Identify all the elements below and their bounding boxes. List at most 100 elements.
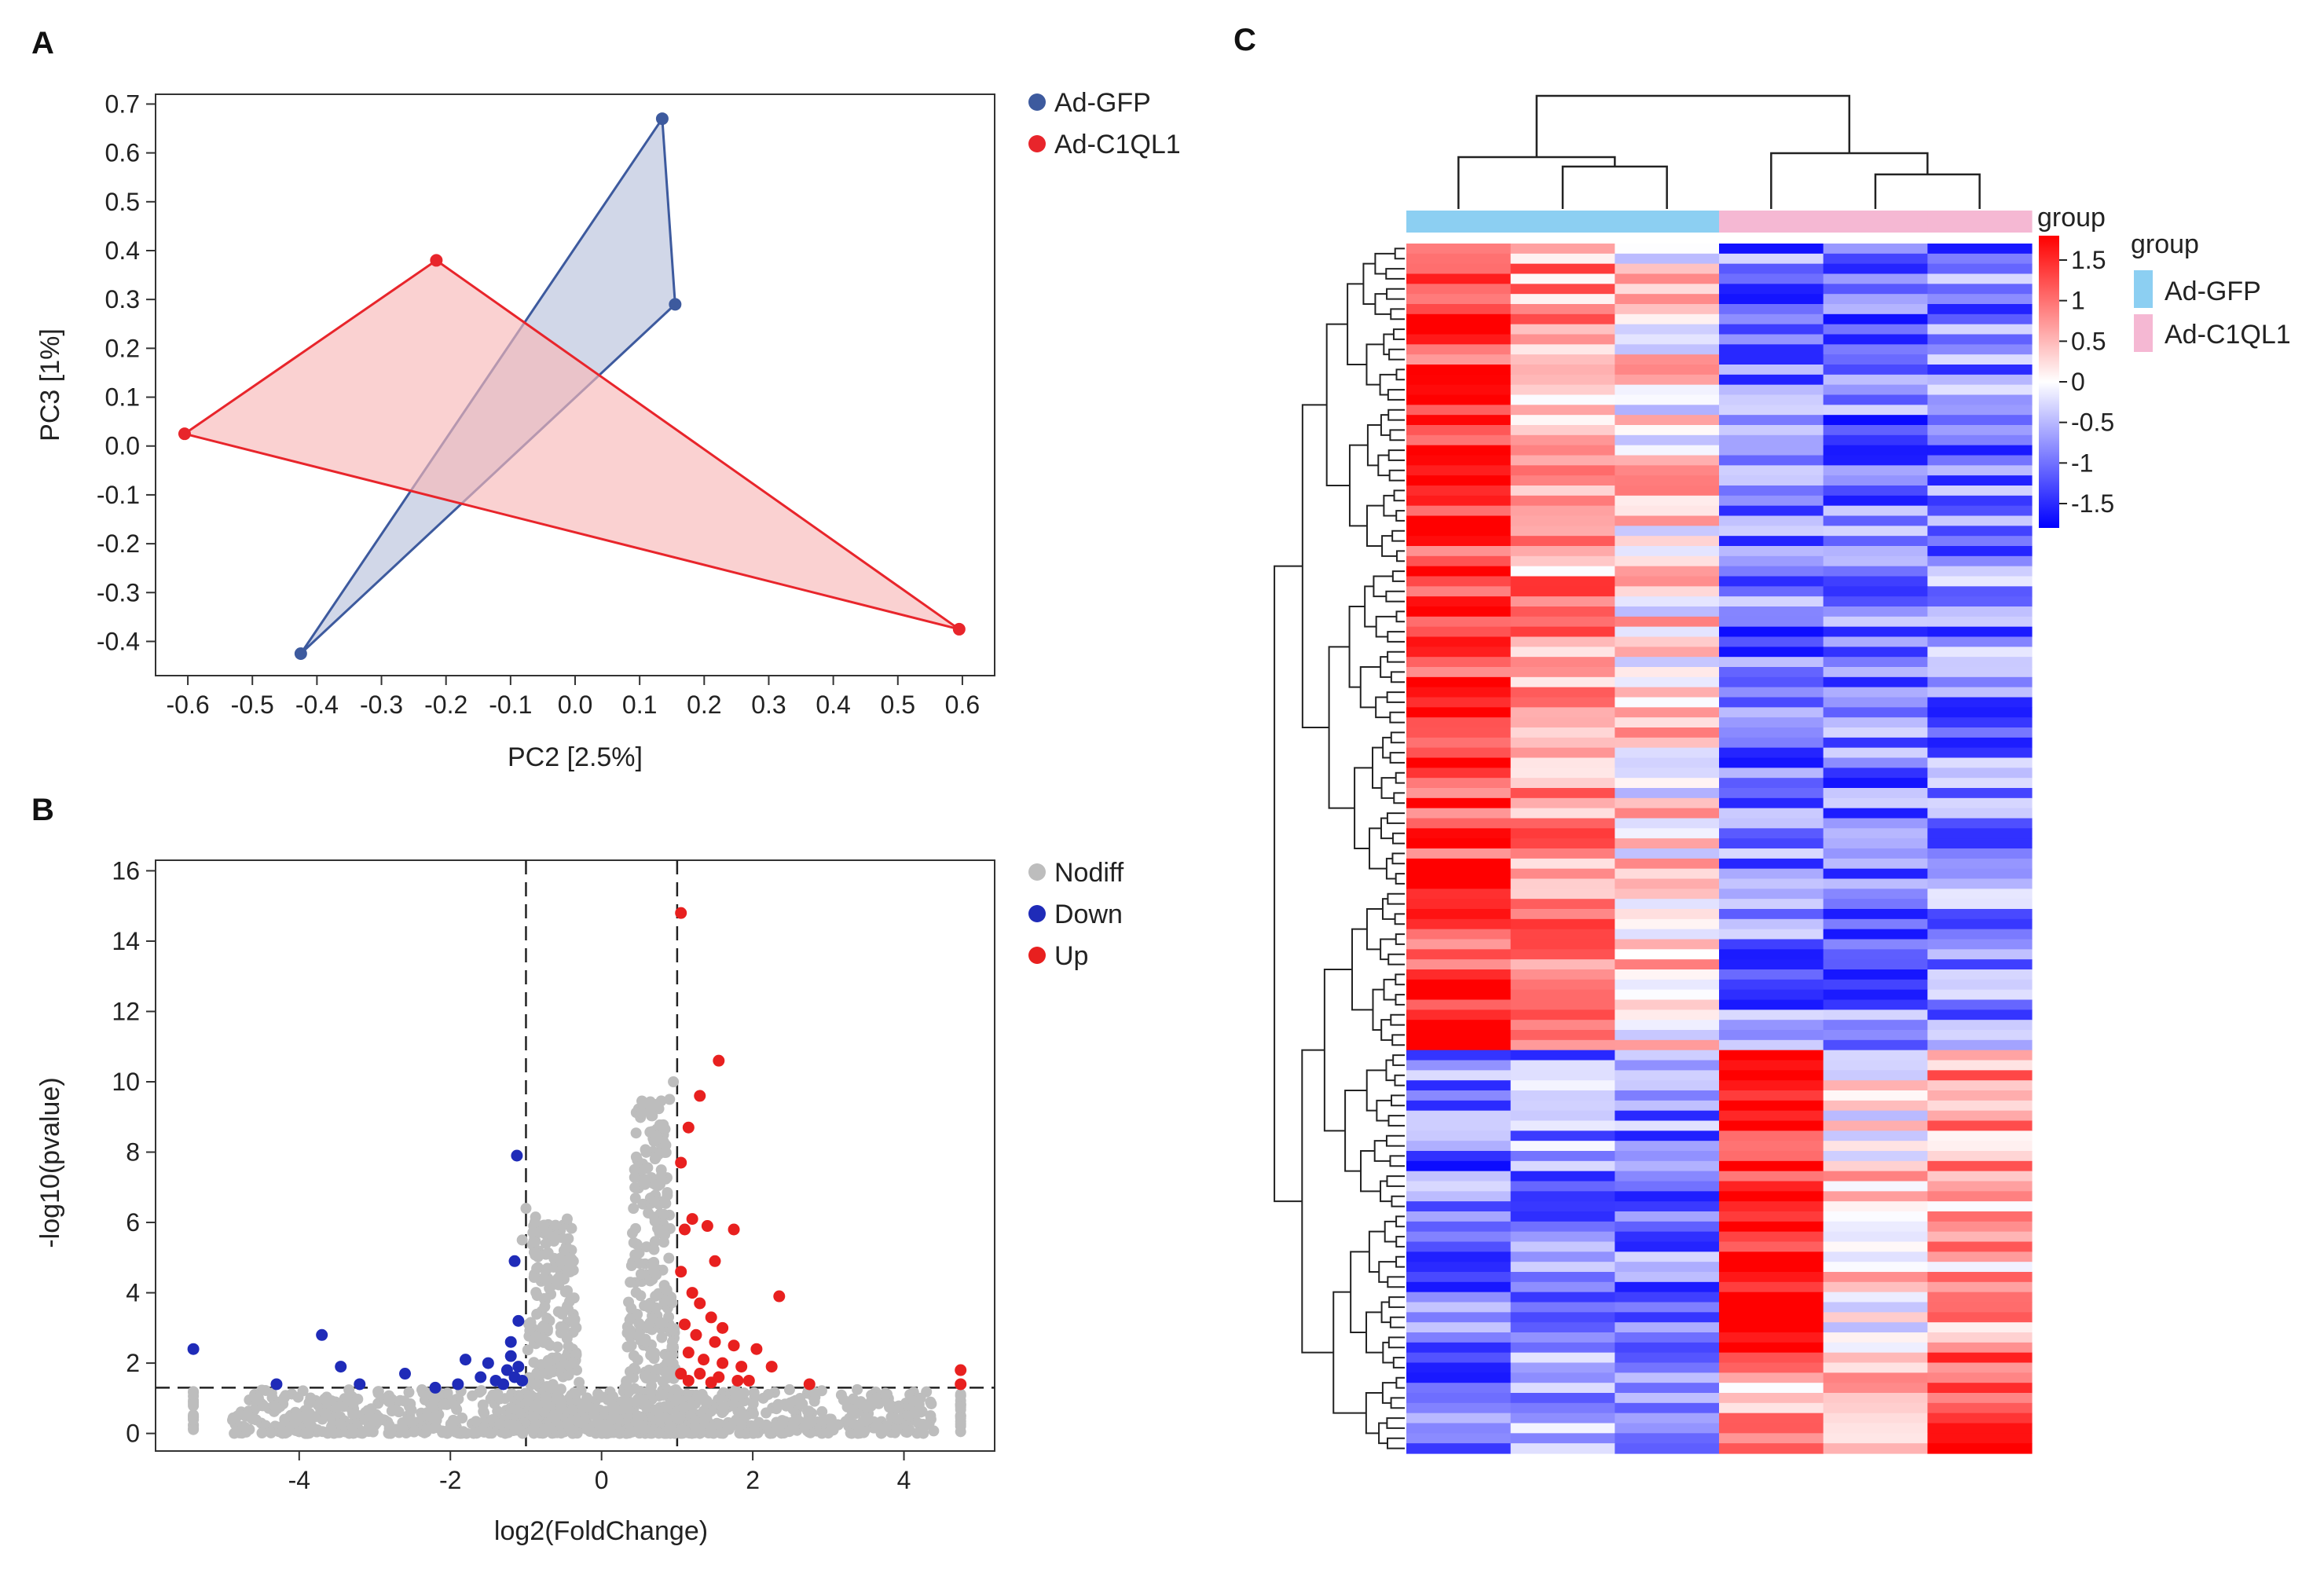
heatmap-cell <box>1823 1030 1928 1041</box>
panel-label-b: B <box>31 793 54 827</box>
heatmap-cell <box>1927 405 2033 416</box>
heatmap-cell <box>1510 566 1615 577</box>
pca-point-ad-gfp-2 <box>669 298 682 311</box>
heatmap-cell <box>1406 1393 1512 1404</box>
volcano-point-nodiff-1433 <box>666 1341 678 1353</box>
volcano-point-nodiff-1487 <box>542 1247 554 1259</box>
heatmap-cell <box>1615 909 1720 920</box>
pca-point-ad-c1ql1-3 <box>952 622 966 636</box>
row-dendro-leaf-link <box>1395 771 1405 784</box>
volcano-point-nodiff-1501 <box>642 1322 654 1334</box>
volcano-point-nodiff-1517 <box>529 1216 541 1228</box>
row-dendro-leaf-link <box>1389 1316 1405 1328</box>
heatmap-cell <box>1615 1322 1720 1333</box>
volcano-point-nodiff-1472 <box>667 1324 679 1336</box>
row-dendro-leaf-link <box>1395 973 1405 986</box>
heatmap-cell <box>1719 475 1824 486</box>
volcano-point-nodiff-618 <box>256 1427 268 1439</box>
heatmap-cell <box>1406 1423 1512 1434</box>
volcano-point-nodiff-1541 <box>525 1317 537 1328</box>
pca-ytick-label: -0.1 <box>97 481 140 509</box>
row-dendro-link <box>1365 1311 1384 1354</box>
volcano-point-up-8 <box>701 1220 713 1233</box>
volcano-point-nodiff-813 <box>347 1408 359 1420</box>
heatmap-cell <box>1927 858 2033 870</box>
volcano-point-down-8 <box>452 1378 464 1391</box>
heatmap-cell <box>1510 667 1615 678</box>
heatmap-cell <box>1823 949 1928 960</box>
heatmap-cell <box>1615 1281 1720 1293</box>
heatmap-cell <box>1406 768 1512 779</box>
heatmap-cell <box>1719 687 1824 698</box>
pca-xtick-label: 0.4 <box>816 691 850 719</box>
volcano-point-nodiff-671 <box>698 1414 710 1426</box>
volcano-point-nodiff-1470 <box>528 1411 540 1423</box>
heatmap-cell <box>1615 1160 1720 1172</box>
heatmap-cell <box>1823 909 1928 920</box>
heatmap-cell <box>1823 405 1928 416</box>
heatmap-cell <box>1615 737 1720 749</box>
row-dendro-leaf-link <box>1391 529 1405 542</box>
heatmap-cell <box>1406 1322 1512 1333</box>
volcano-point-nodiff-1321 <box>530 1331 542 1343</box>
heatmap-cell <box>1510 1322 1615 1333</box>
colorbar-tick-label: 1 <box>2071 287 2085 315</box>
heatmap-cell <box>1823 505 1928 517</box>
volcano-point-nodiff-1341 <box>556 1308 568 1320</box>
heatmap-cell <box>1510 687 1615 698</box>
volcano-point-nodiff-1504 <box>538 1219 550 1231</box>
heatmap-cell <box>1719 918 1824 930</box>
row-dendro-link <box>1383 333 1394 356</box>
heatmap-cell <box>1823 1050 1928 1061</box>
pca-ytick-label: 0.5 <box>105 188 140 216</box>
heatmap-cell <box>1927 1241 2033 1252</box>
heatmap-cell <box>1823 1342 1928 1354</box>
heatmap-cell <box>1510 1090 1615 1101</box>
volcano-point-nodiff-847 <box>901 1427 913 1438</box>
heatmap-cell <box>1719 1191 1824 1202</box>
row-dendro-leaf-link <box>1391 1034 1405 1046</box>
heatmap-cell <box>1510 918 1615 930</box>
heatmap-cell <box>1927 294 2033 305</box>
heatmap-cell <box>1927 415 2033 426</box>
volcano-point-nodiff-712 <box>477 1399 489 1411</box>
heatmap-cell <box>1927 1292 2033 1303</box>
heatmap-cell <box>1406 949 1512 960</box>
volcano-point-nodiff-435 <box>691 1389 702 1401</box>
volcano-point-nodiff-852 <box>800 1420 812 1432</box>
heatmap-cell <box>1719 576 1824 587</box>
heatmap-cell <box>1927 1251 2033 1262</box>
row-dendro-link <box>1380 1301 1391 1324</box>
heatmap-cell <box>1719 1141 1824 1152</box>
volcano-point-nodiff-864 <box>319 1393 331 1405</box>
volcano-point-nodiff-1545 <box>567 1358 579 1369</box>
heatmap-cell <box>1510 999 1615 1010</box>
volcano-point-nodiff-862 <box>734 1427 746 1439</box>
heatmap-cell <box>1927 425 2033 436</box>
volcano-point-nodiff-1522 <box>654 1415 665 1427</box>
volcano-point-nodiff-1497 <box>581 1402 592 1413</box>
heatmap-cell <box>1615 495 1720 507</box>
heatmap-cell <box>1823 1080 1928 1091</box>
heatmap-cell <box>1927 727 2033 738</box>
volcano-point-nodiff-1586 <box>188 1411 200 1423</box>
pca-ylabel: PC3 [1%] <box>35 328 65 442</box>
heatmap-cell <box>1719 828 1824 839</box>
volcano-ylabel: -log10(pvalue) <box>35 1077 65 1248</box>
row-dendro-leaf-link <box>1387 409 1405 421</box>
heatmap-cell <box>1406 868 1512 880</box>
row-dendro-link <box>1274 565 1303 1203</box>
volcano-point-nodiff-1332 <box>636 1107 647 1119</box>
colorbar-tick-label: -1.5 <box>2071 489 2114 518</box>
volcano-point-nodiff-1575 <box>955 1426 966 1438</box>
heatmap-cell <box>1927 313 2033 325</box>
heatmap-cell <box>1510 647 1615 658</box>
heatmap-cell <box>1927 969 2033 980</box>
heatmap-cell <box>1823 475 1928 486</box>
heatmap-cell <box>1615 263 1720 275</box>
heatmap-cell <box>1510 939 1615 950</box>
volcano-plot-frame <box>155 859 995 1452</box>
volcano-point-nodiff-1515 <box>531 1262 543 1274</box>
heatmap-cell <box>1510 313 1615 325</box>
volcano-point-nodiff-1295 <box>539 1301 551 1313</box>
